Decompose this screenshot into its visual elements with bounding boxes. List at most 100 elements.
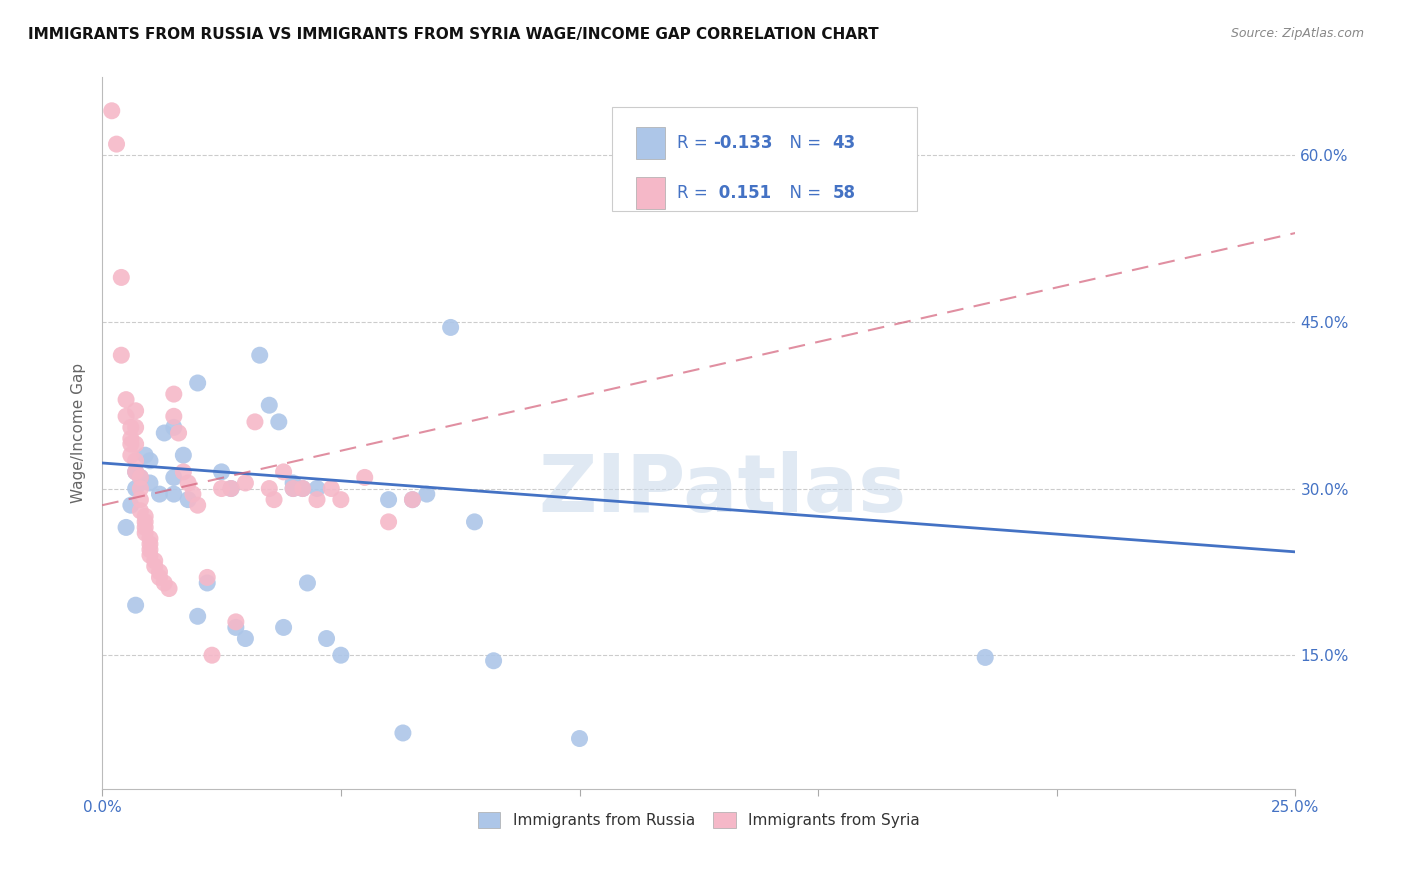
Point <box>124 454 146 468</box>
Point <box>139 537 162 551</box>
Point <box>124 598 146 612</box>
Point <box>172 448 194 462</box>
Point <box>273 465 295 479</box>
Point <box>129 504 152 518</box>
Point <box>243 415 266 429</box>
Point <box>115 520 138 534</box>
Text: -0.133: -0.133 <box>713 134 773 152</box>
Point <box>134 448 156 462</box>
Point <box>401 492 423 507</box>
Point <box>201 648 224 663</box>
Text: N =: N = <box>779 134 827 152</box>
Point <box>463 515 485 529</box>
Point <box>120 432 142 446</box>
Point <box>401 492 423 507</box>
Text: Source: ZipAtlas.com: Source: ZipAtlas.com <box>1230 27 1364 40</box>
Point <box>377 492 399 507</box>
Point <box>110 348 132 362</box>
Point <box>172 465 194 479</box>
Text: N =: N = <box>779 184 827 202</box>
Text: ZIPatlas: ZIPatlas <box>538 450 907 529</box>
Point <box>177 492 200 507</box>
Point <box>134 520 156 534</box>
Point <box>143 554 166 568</box>
Point <box>291 482 314 496</box>
Point <box>134 515 156 529</box>
Point <box>281 475 304 490</box>
Point <box>315 632 337 646</box>
Point <box>211 465 233 479</box>
Point <box>115 392 138 407</box>
Point <box>273 620 295 634</box>
Text: 58: 58 <box>832 184 855 202</box>
Point <box>153 425 176 440</box>
Point <box>195 570 218 584</box>
Point <box>163 487 186 501</box>
Point <box>259 398 281 412</box>
Point <box>153 576 176 591</box>
Point <box>129 482 152 496</box>
Point <box>187 498 209 512</box>
Point <box>139 532 162 546</box>
Point <box>163 420 186 434</box>
Point <box>392 726 415 740</box>
Point <box>416 487 439 501</box>
Point <box>105 137 128 152</box>
Point <box>181 487 204 501</box>
Point <box>321 482 343 496</box>
Point <box>267 415 290 429</box>
Point <box>124 420 146 434</box>
Point <box>129 492 152 507</box>
Point <box>167 425 190 440</box>
Text: IMMIGRANTS FROM RUSSIA VS IMMIGRANTS FROM SYRIA WAGE/INCOME GAP CORRELATION CHAR: IMMIGRANTS FROM RUSSIA VS IMMIGRANTS FRO… <box>28 27 879 42</box>
Point <box>110 270 132 285</box>
Point <box>440 320 463 334</box>
Point <box>120 448 142 462</box>
Point <box>129 470 152 484</box>
Point <box>187 609 209 624</box>
Point <box>281 482 304 496</box>
Point <box>124 465 146 479</box>
Point <box>249 348 271 362</box>
Legend: Immigrants from Russia, Immigrants from Syria: Immigrants from Russia, Immigrants from … <box>471 806 927 834</box>
Point <box>129 470 152 484</box>
Point <box>148 565 170 579</box>
Text: R =: R = <box>678 134 713 152</box>
Point <box>281 482 304 496</box>
Point <box>157 582 180 596</box>
Point <box>124 465 146 479</box>
Point <box>219 482 242 496</box>
Point <box>163 409 186 424</box>
Point <box>225 620 247 634</box>
Point <box>163 387 186 401</box>
Text: R =: R = <box>678 184 713 202</box>
Point <box>329 492 352 507</box>
Point <box>377 515 399 529</box>
Point <box>568 731 591 746</box>
Point <box>297 576 319 591</box>
Point <box>195 576 218 591</box>
Text: 43: 43 <box>832 134 856 152</box>
Point <box>148 570 170 584</box>
Point <box>139 475 162 490</box>
FancyBboxPatch shape <box>612 107 917 211</box>
Point <box>139 548 162 562</box>
Point <box>177 475 200 490</box>
Bar <box>636 177 665 209</box>
Point <box>115 409 138 424</box>
Point <box>120 420 142 434</box>
Point <box>100 103 122 118</box>
Point <box>329 648 352 663</box>
Point <box>139 542 162 557</box>
Point <box>259 482 281 496</box>
Point <box>187 376 209 390</box>
Point <box>291 482 314 496</box>
Point <box>974 650 997 665</box>
Point <box>225 615 247 629</box>
Point <box>235 632 257 646</box>
Point <box>263 492 285 507</box>
Point <box>305 482 328 496</box>
Point <box>120 498 142 512</box>
Point <box>124 403 146 417</box>
Point <box>124 437 146 451</box>
